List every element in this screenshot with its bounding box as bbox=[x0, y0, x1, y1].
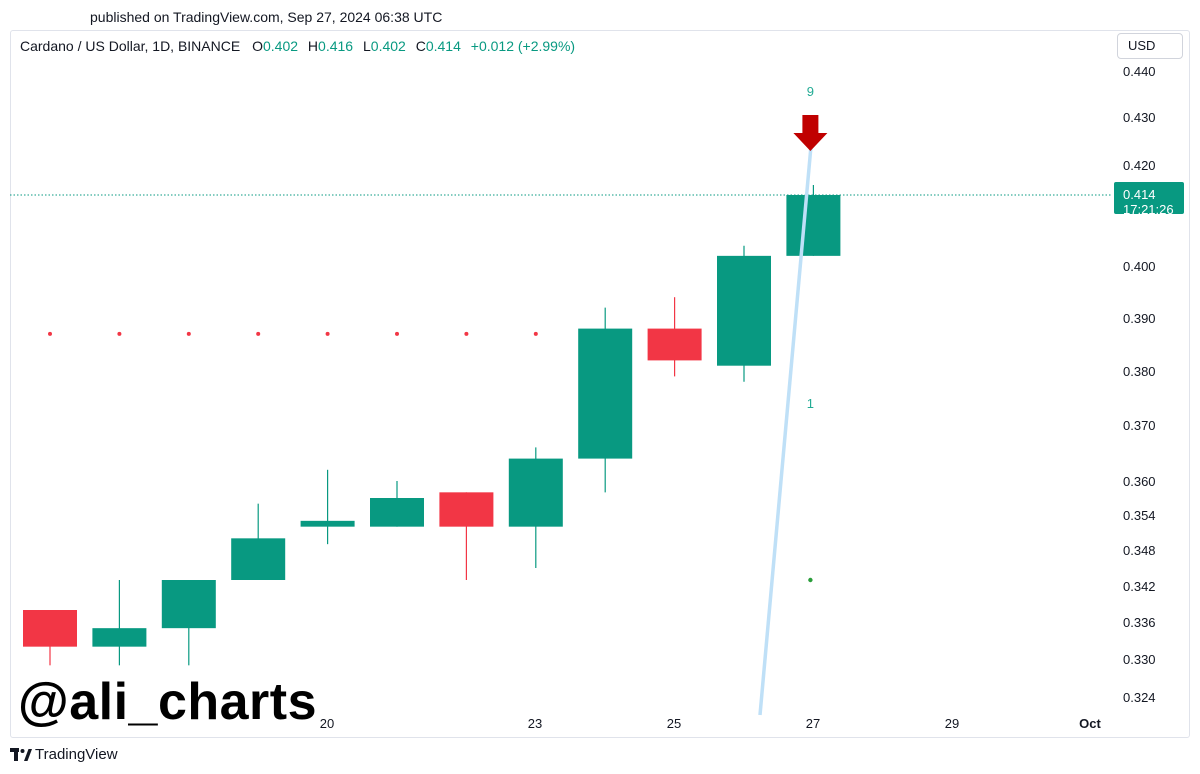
tradingview-logo-icon bbox=[10, 747, 32, 761]
currency-button[interactable]: USD bbox=[1117, 33, 1183, 59]
candle-body bbox=[786, 195, 841, 256]
y-tick-label: 0.380 bbox=[1123, 364, 1156, 379]
candle-body bbox=[23, 610, 77, 647]
candle-body bbox=[161, 580, 216, 629]
tradingview-footer[interactable]: TradingView bbox=[10, 746, 118, 763]
bar-countdown: 17:21:26 bbox=[1123, 202, 1174, 217]
symbol-title: Cardano / US Dollar, 1D, BINANCE bbox=[20, 38, 241, 54]
sequential-count-mid: 1 bbox=[807, 396, 814, 411]
change-value: +0.012 (+2.99%) bbox=[470, 38, 576, 54]
y-tick-label: 0.348 bbox=[1123, 543, 1156, 558]
resistance-dot bbox=[117, 331, 122, 336]
sequential-count-top: 9 bbox=[807, 84, 814, 99]
candle-body bbox=[508, 458, 563, 527]
candle-body bbox=[92, 628, 147, 647]
x-tick-label: 27 bbox=[806, 716, 820, 731]
x-tick-label: 20 bbox=[320, 716, 334, 731]
watermark-handle: @ali_charts bbox=[18, 673, 318, 731]
y-tick-label: 0.342 bbox=[1123, 579, 1156, 594]
candle-body bbox=[647, 328, 702, 361]
candle-body bbox=[439, 492, 494, 527]
y-tick-label: 0.324 bbox=[1123, 690, 1156, 705]
y-tick-label: 0.440 bbox=[1123, 64, 1156, 79]
open-label: O bbox=[252, 38, 263, 54]
x-tick-label: Oct bbox=[1079, 716, 1101, 731]
chart-frame bbox=[10, 30, 1190, 738]
low-value: 0.402 bbox=[370, 38, 406, 54]
y-tick-label: 0.420 bbox=[1123, 158, 1156, 173]
x-tick-label: 25 bbox=[667, 716, 681, 731]
resistance-dot bbox=[256, 331, 261, 336]
y-tick-label: 0.400 bbox=[1123, 259, 1156, 274]
resistance-dot bbox=[395, 331, 399, 336]
y-tick-label: 0.330 bbox=[1123, 652, 1156, 667]
y-tick-label: 0.360 bbox=[1123, 474, 1156, 489]
signal-dot bbox=[808, 577, 813, 583]
sell-signal-arrow-icon bbox=[793, 115, 828, 151]
x-tick-label: 23 bbox=[528, 716, 542, 731]
resistance-dot bbox=[325, 331, 330, 336]
low-label: L bbox=[362, 38, 371, 54]
candle-body bbox=[717, 255, 771, 366]
high-label: H bbox=[307, 38, 319, 54]
x-tick-label: 29 bbox=[945, 716, 959, 731]
current-price-value: 0.414 bbox=[1123, 187, 1156, 202]
resistance-dot bbox=[533, 331, 538, 336]
resistance-dot bbox=[464, 331, 469, 336]
current-price-box bbox=[1114, 182, 1184, 214]
published-line: published on TradingView.com, Sep 27, 20… bbox=[90, 9, 443, 25]
y-tick-label: 0.336 bbox=[1123, 615, 1156, 630]
candle-body bbox=[370, 498, 424, 527]
resistance-dot bbox=[186, 331, 191, 336]
candle-body bbox=[300, 520, 355, 527]
candle-body bbox=[578, 328, 633, 459]
ohlc-legend: Cardano / US Dollar, 1D, BINANCE O0.402 … bbox=[20, 38, 581, 54]
trend-line bbox=[758, 145, 813, 716]
tradingview-brand: TradingView bbox=[35, 746, 118, 763]
open-value: 0.402 bbox=[262, 38, 299, 54]
resistance-dot bbox=[48, 331, 52, 336]
y-tick-label: 0.354 bbox=[1123, 508, 1156, 523]
y-tick-label: 0.370 bbox=[1123, 418, 1156, 433]
close-label: C bbox=[415, 38, 426, 54]
high-value: 0.416 bbox=[318, 38, 354, 54]
close-value: 0.414 bbox=[425, 38, 461, 54]
y-tick-label: 0.390 bbox=[1123, 311, 1156, 326]
candle-body bbox=[231, 538, 286, 580]
y-tick-label: 0.430 bbox=[1123, 110, 1156, 125]
